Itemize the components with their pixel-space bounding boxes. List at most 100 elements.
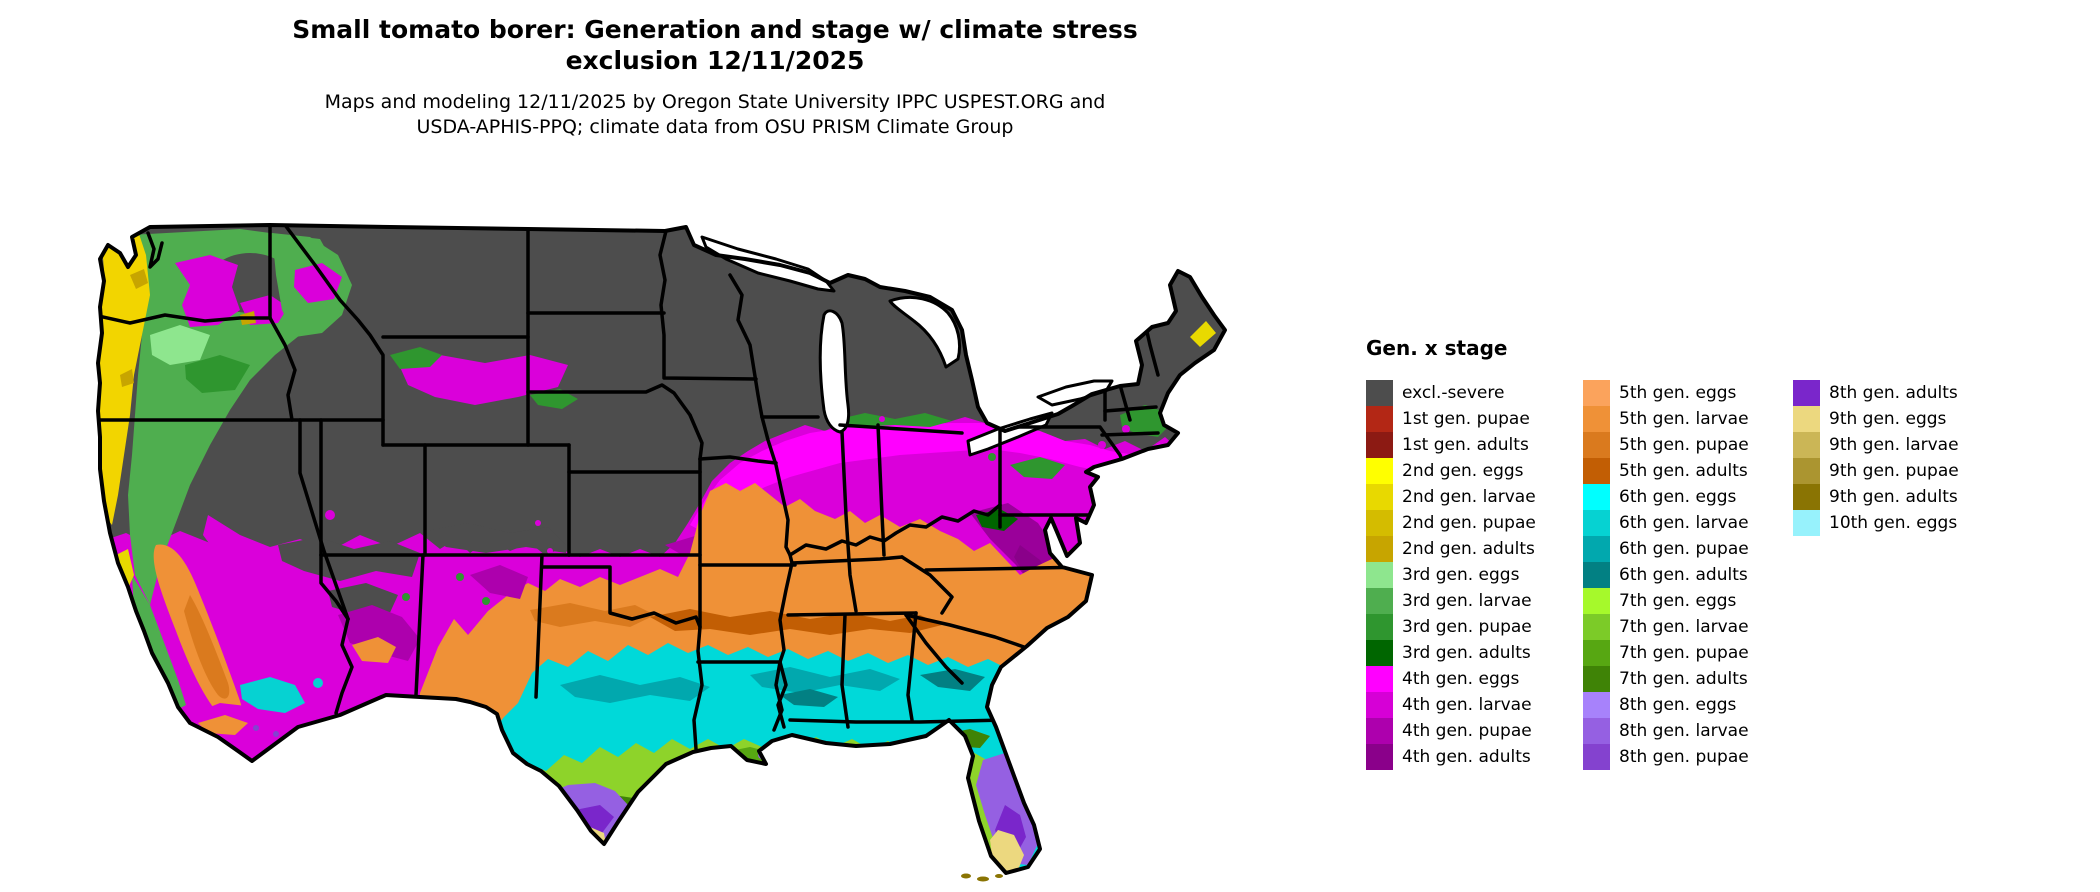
legend-label: 8th gen. larvae — [1619, 721, 1749, 741]
legend-label: 2nd gen. pupae — [1402, 513, 1536, 533]
legend-title: Gen. x stage — [1366, 336, 1508, 360]
map-region-gen4-eggs — [690, 423, 1170, 533]
legend-item: excl.-severe — [1366, 380, 1583, 406]
map-region-gold-specks — [120, 269, 256, 387]
legend-swatch — [1366, 562, 1393, 588]
legend-swatch — [1366, 380, 1393, 406]
legend-swatch — [1366, 406, 1393, 432]
map-region-az-green — [402, 593, 410, 601]
legend-swatch — [1366, 666, 1393, 692]
map-region-gen6-adults — [920, 669, 985, 691]
map-region-newengland-green — [1120, 405, 1170, 437]
map-region-erie-green — [988, 453, 996, 461]
map-region-id-magenta — [294, 263, 342, 303]
legend-swatch — [1366, 588, 1393, 614]
map-title-line1: Small tomato borer: Generation and stage… — [292, 15, 1138, 44]
legend-label: excl.-severe — [1402, 383, 1505, 403]
map-region-ut-magenta — [325, 510, 335, 520]
map-region-mi-fringe-magenta — [879, 416, 885, 422]
legend-label: 8th gen. adults — [1829, 383, 1958, 403]
map-region-nm-green-b — [482, 597, 490, 605]
lake-michigan — [818, 309, 851, 434]
legend-swatch — [1366, 614, 1393, 640]
legend-item: 8th gen. larvae — [1583, 718, 1793, 744]
legend-swatch — [1793, 406, 1820, 432]
legend-swatch — [1366, 640, 1393, 666]
map-region-gen9-florida — [990, 830, 1024, 871]
legend-swatch — [1583, 510, 1610, 536]
legend-swatch — [1793, 458, 1820, 484]
legend-swatch — [1366, 432, 1393, 458]
legend-label: 7th gen. larvae — [1619, 617, 1749, 637]
legend-item: 6th gen. eggs — [1583, 484, 1793, 510]
map-region-nv-gray-a — [278, 537, 420, 581]
legend-item: 4th gen. eggs — [1366, 666, 1583, 692]
legend-item: 6th gen. pupae — [1583, 536, 1793, 562]
legend-item: 6th gen. larvae — [1583, 510, 1793, 536]
legend-item: 9th gen. larvae — [1793, 432, 1993, 458]
map-region-sca-orange — [198, 715, 248, 735]
legend-item: 3rd gen. adults — [1366, 640, 1583, 666]
legend-columns: excl.-severe 1st gen. pupae 1st gen. adult… — [1366, 380, 1993, 770]
map-region-az-orange — [352, 637, 396, 663]
legend-swatch — [1583, 692, 1610, 718]
legend-swatch — [1793, 484, 1820, 510]
legend-label: 3rd gen. pupae — [1402, 617, 1532, 637]
legend-swatch — [1366, 484, 1393, 510]
legend-swatch — [1583, 380, 1610, 406]
map-subtitle: Maps and modeling 12/11/2025 by Oregon S… — [170, 90, 1260, 140]
map-region-nm-green-a — [456, 573, 464, 581]
map-region-ca-coast-green — [132, 575, 186, 711]
legend-swatch — [1583, 588, 1610, 614]
map-region-gen6-pupae-a — [560, 675, 710, 703]
map-subtitle-line1: Maps and modeling 12/11/2025 by Oregon S… — [324, 91, 1106, 113]
legend-item: 5th gen. larvae — [1583, 406, 1793, 432]
map-region-gen5-adults — [650, 609, 942, 635]
legend-label: 5th gen. eggs — [1619, 383, 1737, 403]
legend-item: 1st gen. adults — [1366, 432, 1583, 458]
map-region-ca-sierra-magenta — [203, 515, 312, 673]
legend-item: 8th gen. pupae — [1583, 744, 1793, 770]
us-outline — [96, 223, 1227, 875]
map-region-pnw-green — [128, 229, 340, 605]
legend-label: 4th gen. adults — [1402, 747, 1531, 767]
map-region-pa-green — [1010, 457, 1065, 479]
map-region-co-magenta-b — [547, 548, 553, 554]
map-region-ma-magenta — [1122, 425, 1130, 433]
map-region-co-magenta-a — [535, 520, 541, 526]
legend-item: 9th gen. pupae — [1793, 458, 1993, 484]
legend-swatch — [1366, 536, 1393, 562]
lake-huron — [888, 295, 962, 369]
legend-label: 8th gen. pupae — [1619, 747, 1749, 767]
legend-label: 9th gen. adults — [1829, 487, 1958, 507]
legend-swatch — [1583, 744, 1610, 770]
legend-label: 9th gen. larvae — [1829, 435, 1959, 455]
legend-item: 7th gen. adults — [1583, 666, 1793, 692]
legend-column-2: 5th gen. eggs 5th gen. larvae 5th gen. pup… — [1583, 380, 1793, 770]
legend-item: 6th gen. adults — [1583, 562, 1793, 588]
legend-label: 5th gen. adults — [1619, 461, 1748, 481]
legend-swatch — [1793, 432, 1820, 458]
legend-label: 4th gen. pupae — [1402, 721, 1532, 741]
legend-item: 5th gen. eggs — [1583, 380, 1793, 406]
map-region-sca-purple-b — [273, 731, 279, 737]
legend-label: 2nd gen. adults — [1402, 539, 1535, 559]
legend-swatch — [1583, 484, 1610, 510]
legend-item: 4th gen. larvae — [1366, 692, 1583, 718]
legend-item: 4th gen. pupae — [1366, 718, 1583, 744]
legend-swatch — [1366, 744, 1393, 770]
legend-item: 3rd gen. eggs — [1366, 562, 1583, 588]
us-choropleth-map — [90, 215, 1300, 892]
map-region-sca-teal — [240, 677, 305, 713]
legend-swatch — [1583, 562, 1610, 588]
legend-label: 1st gen. adults — [1402, 435, 1529, 455]
legend-swatch — [1583, 458, 1610, 484]
map-region-az-teal — [313, 678, 323, 688]
legend-item: 7th gen. larvae — [1583, 614, 1793, 640]
legend-item: 4th gen. adults — [1366, 744, 1583, 770]
map-region-wa-magenta — [175, 255, 240, 327]
map-region-gen5-pupae — [530, 603, 655, 627]
legend-swatch — [1793, 510, 1820, 536]
legend-item: 3rd gen. pupae — [1366, 614, 1583, 640]
